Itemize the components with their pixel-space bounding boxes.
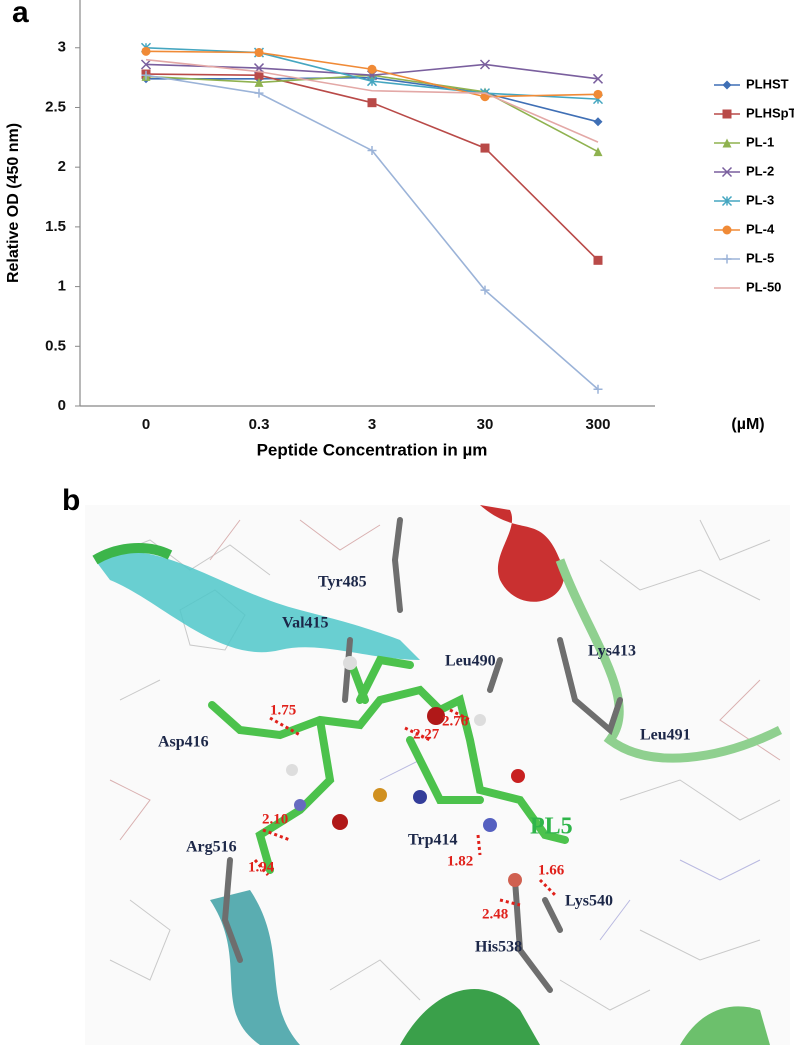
x-tick-label: 0.3: [249, 416, 270, 433]
legend-label: PL-50: [746, 279, 781, 294]
y-tick-label: 0: [58, 397, 66, 414]
structure-label: PL5: [530, 814, 573, 840]
structure-label: Trp414: [408, 832, 457, 849]
legend-label: PLHST: [746, 76, 789, 91]
atoms: [286, 656, 525, 887]
marker: [722, 254, 732, 264]
marker: [254, 77, 264, 87]
marker: [479, 59, 491, 70]
ribbon-teal: [210, 890, 300, 1045]
marker: [480, 143, 490, 153]
marker: [722, 138, 732, 148]
structure-label: Asp416: [158, 734, 209, 751]
residue-sticks: [221, 517, 623, 993]
y-axis-label: Relative OD (450 nm): [5, 123, 22, 283]
legend-label: PLHSpT: [746, 105, 794, 120]
structure-label: 2.76: [442, 713, 469, 729]
marker: [480, 285, 490, 295]
structure-label: 2.27: [413, 726, 440, 742]
marker: [141, 70, 151, 80]
marker: [593, 255, 603, 265]
structure-label: Tyr485: [318, 574, 367, 591]
y-tick-label: 2: [58, 158, 66, 175]
marker: [721, 195, 733, 207]
marker: [592, 73, 604, 84]
y-tick-label: 3: [58, 39, 66, 56]
marker: [367, 64, 377, 74]
y-tick-label: 2.5: [45, 98, 66, 115]
marker: [593, 89, 603, 99]
legend-label: PL-3: [746, 192, 774, 207]
structure-label: 2.48: [482, 906, 508, 922]
structure-label: Arg516: [186, 839, 237, 856]
ribbon-green: [92, 543, 173, 565]
x-tick-label: 300: [585, 416, 610, 433]
panel-label: a: [12, 0, 29, 29]
marker: [254, 88, 264, 98]
marker: [254, 48, 264, 58]
labels: Tyr485 Val415 Leu490 Lys413 Leu491 Asp416 Arg5…: [158, 574, 691, 956]
x-tick-label: 0: [142, 416, 150, 433]
y-tick-label: 1.5: [45, 218, 66, 235]
ribbon-green: [680, 1006, 770, 1045]
marker: [593, 384, 603, 394]
ribbon-green: [400, 988, 540, 1045]
marker: [254, 70, 264, 80]
legend-label: PL-2: [746, 163, 774, 178]
y-tick-label: 1: [58, 278, 66, 295]
x-unit-label: (µM): [731, 416, 764, 433]
series-line: [145, 58, 599, 143]
x-axis-label: Peptide Concentration in µm: [257, 440, 488, 459]
marker: [593, 147, 603, 157]
legend-label: PL-5: [746, 250, 774, 265]
y-tick-label: 0.5: [45, 337, 66, 354]
h-bonds: [253, 708, 557, 907]
marker: [366, 76, 378, 87]
structure-label: Leu490: [445, 653, 496, 670]
x-tick-label: 3: [368, 416, 376, 433]
marker: [367, 145, 377, 155]
structure-label: 1.82: [447, 853, 473, 869]
legend-label: PL-4: [746, 221, 775, 236]
marker: [722, 225, 732, 235]
ribbon-red: [480, 505, 565, 602]
marker: [367, 98, 377, 108]
marker: [140, 59, 152, 70]
ribbon-green: [555, 558, 783, 763]
structure-label: 2.10: [262, 811, 288, 827]
marker: [722, 109, 732, 119]
structure-label: 1.94: [248, 859, 275, 875]
marker: [722, 80, 732, 90]
series-line: [145, 74, 599, 390]
x-tick-label: 30: [477, 416, 494, 433]
marker: [721, 166, 733, 178]
structure-label: His538: [475, 939, 522, 956]
structure-label: 1.75: [270, 702, 296, 718]
structure-label: Lys413: [588, 643, 636, 660]
structure-label: Leu491: [640, 727, 691, 744]
legend-label: PL-1: [746, 134, 774, 149]
structure-label: Val415: [282, 615, 329, 632]
ribbon-cyan: [95, 551, 420, 660]
structure-label: Lys540: [565, 893, 613, 910]
panel-label: b: [62, 484, 80, 517]
structure-label: 1.66: [538, 862, 565, 878]
chart-panel: a Relative OD (450 nm) Peptide Concentra…: [5, 0, 794, 459]
marker: [141, 46, 151, 56]
marker: [593, 117, 603, 127]
